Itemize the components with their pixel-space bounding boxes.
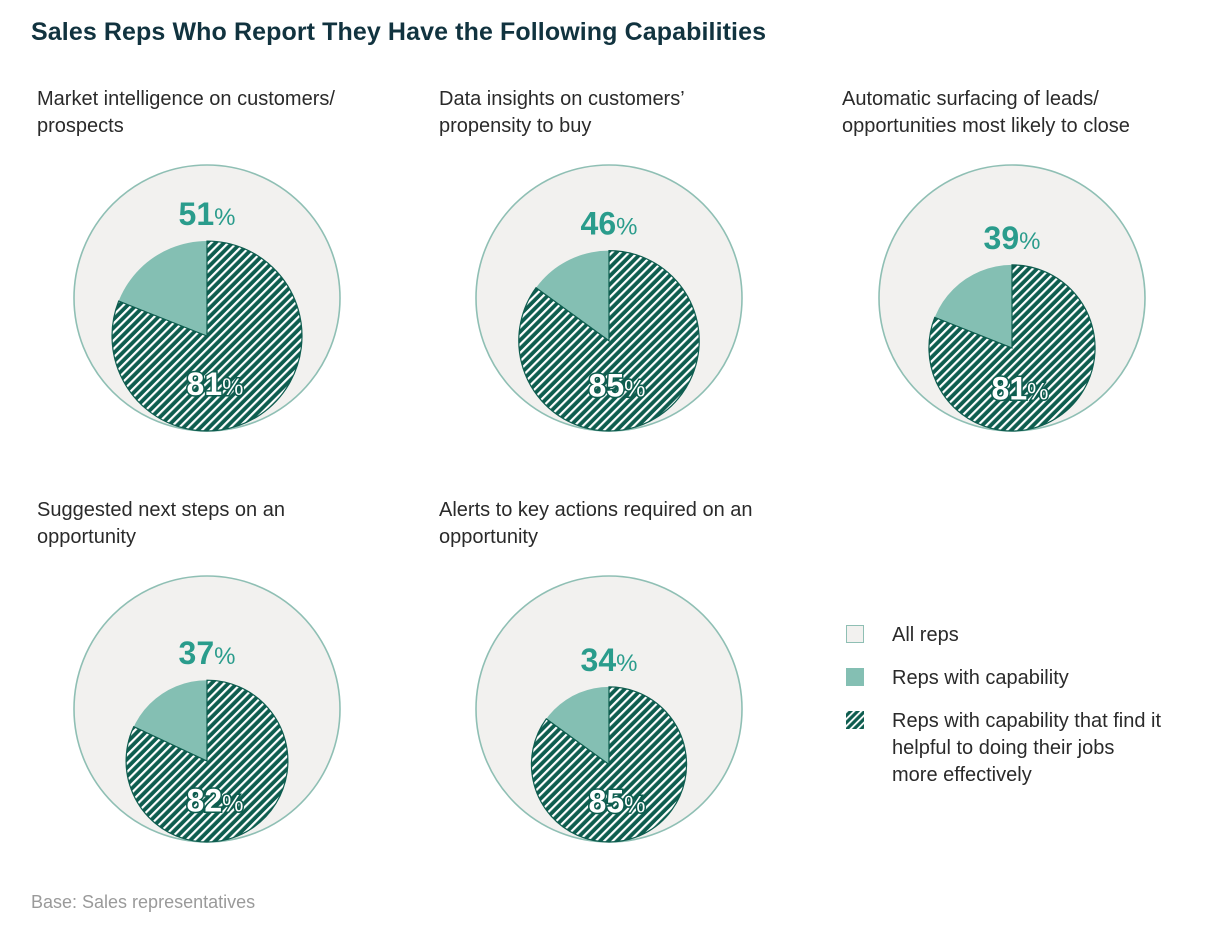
helpful-pct-label: 81% — [187, 366, 244, 402]
chart-panel: Suggested next steps on an opportunity 3… — [31, 497, 391, 887]
pie-chart: 39% 81% — [878, 164, 1146, 432]
pie-chart: 46% 85% — [475, 164, 743, 432]
legend-item-all-reps: All reps — [846, 622, 1186, 649]
panel-label: Alerts to key actions required on an opp… — [439, 499, 753, 548]
legend-swatch-capability — [846, 668, 864, 686]
chart-panel: Alerts to key actions required on an opp… — [433, 497, 793, 887]
chart-panel: Data insights on customers’ propensity t… — [433, 86, 793, 476]
legend-label: Reps with capability — [892, 667, 1069, 689]
legend: All reps Reps with capability Reps with … — [846, 622, 1186, 805]
helpful-pct-label: 85% — [589, 368, 646, 404]
chart-title: Sales Reps Who Report They Have the Foll… — [31, 18, 767, 46]
legend-label: Reps with capability that find it helpfu… — [892, 710, 1162, 786]
pie-chart: 37% 82% — [73, 575, 341, 843]
capability-pct-label: 51% — [179, 196, 236, 232]
capability-pct-label: 46% — [581, 206, 638, 242]
helpful-slice-outline — [530, 686, 688, 843]
helpful-pct-label: 85% — [589, 784, 646, 820]
capability-pct-label: 34% — [581, 642, 638, 678]
footer-note: Base: Sales representatives — [31, 892, 256, 912]
legend-swatch-all-reps — [846, 625, 864, 643]
chart-panel: Automatic surfacing of leads/ opportunit… — [836, 86, 1196, 476]
helpful-pct-label: 82% — [187, 782, 244, 818]
legend-swatch-helpful — [846, 711, 864, 729]
panel-label: Data insights on customers’ propensity t… — [439, 88, 684, 137]
pie-chart: 51% 81% — [73, 164, 341, 432]
helpful-slice-outline — [928, 264, 1096, 432]
helpful-pct-label: 81% — [992, 370, 1049, 406]
helpful-slice-outline — [518, 249, 700, 432]
panel-label: Suggested next steps on an opportunity — [37, 499, 285, 548]
helpful-slice-outline — [125, 679, 289, 843]
legend-item-helpful: Reps with capability that find it helpfu… — [846, 708, 1186, 789]
pie-chart: 34% 85% — [475, 575, 743, 843]
hatch-swatch-icon — [846, 711, 864, 729]
helpful-slice-outline — [111, 240, 303, 432]
capability-pct-label: 37% — [179, 635, 236, 671]
capability-pct-label: 39% — [984, 220, 1041, 256]
panel-label: Automatic surfacing of leads/ opportunit… — [842, 88, 1130, 137]
chart-panel: Market intelligence on customers/ prospe… — [31, 86, 391, 476]
legend-item-capability: Reps with capability — [846, 665, 1186, 692]
legend-label: All reps — [892, 624, 959, 646]
panel-label: Market intelligence on customers/ prospe… — [37, 88, 335, 137]
